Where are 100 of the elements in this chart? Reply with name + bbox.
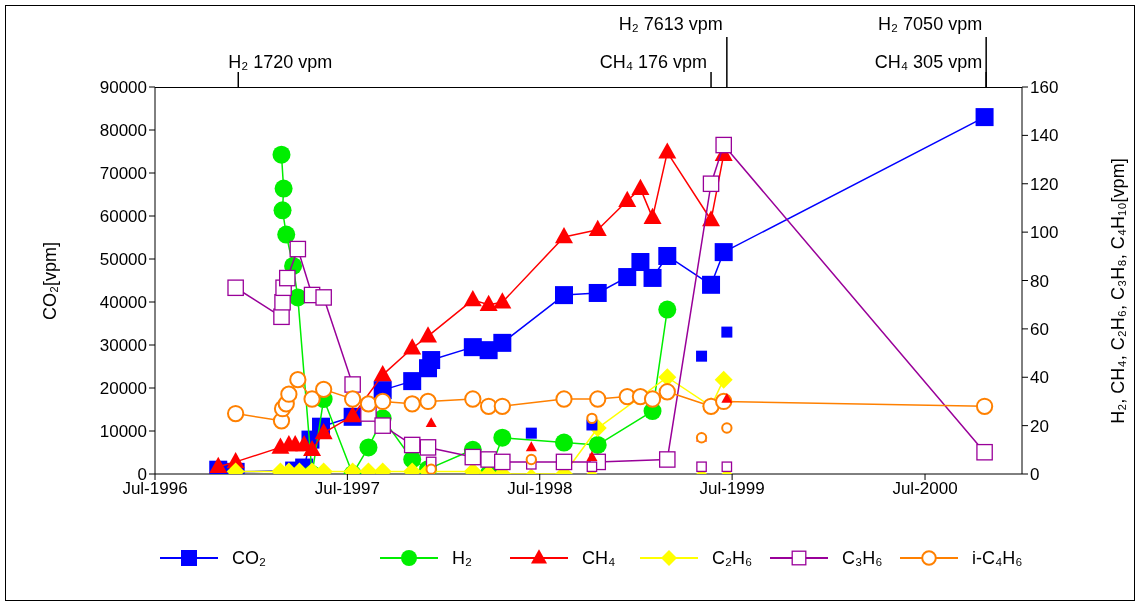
- point: [343, 390, 362, 408]
- point: [658, 300, 677, 319]
- y2-tick-label: 160: [1030, 78, 1059, 98]
- point: [419, 439, 437, 456]
- point: [555, 390, 573, 408]
- point: [403, 395, 421, 413]
- point: [702, 210, 721, 227]
- legend-label: C₂H₆: [712, 547, 753, 569]
- y2-tick-label: 120: [1030, 174, 1059, 194]
- point: [209, 456, 228, 474]
- y-tick-label: 20000: [99, 379, 147, 399]
- point: [525, 453, 537, 466]
- y-axis-title: CO₂[vpm]: [39, 241, 61, 320]
- point: [494, 453, 511, 471]
- point: [643, 390, 662, 408]
- point: [303, 439, 322, 457]
- point: [493, 292, 512, 309]
- point: [721, 326, 733, 338]
- y2-tick-label: 80: [1030, 271, 1049, 291]
- ref-line-label: H₂ 1720 vpm: [228, 52, 333, 72]
- y2-axis-title: H₂, CH₄, C₂H₆, C₃H₈, C₄H₁₀[vpm]: [1107, 157, 1129, 424]
- x-tick-label: Jul-1999: [699, 479, 765, 499]
- legend-label: C₃H₆: [842, 547, 883, 569]
- legend-label: i-C₄H₆: [972, 547, 1023, 569]
- y-tick-label: 80000: [99, 121, 147, 141]
- point: [359, 395, 378, 413]
- point: [696, 461, 707, 473]
- x-tick-label: Jul-1998: [507, 479, 573, 499]
- point: [425, 417, 437, 428]
- y2-tick-label: 20: [1030, 416, 1049, 436]
- point: [280, 385, 298, 403]
- point: [554, 227, 573, 244]
- point: [589, 390, 607, 408]
- point: [714, 370, 733, 389]
- point: [479, 294, 498, 311]
- point: [419, 392, 437, 411]
- point: [303, 390, 321, 408]
- point: [314, 422, 333, 440]
- point: [715, 136, 732, 154]
- point: [658, 142, 677, 159]
- point: [555, 453, 573, 471]
- legend-label: CO₂: [232, 547, 266, 569]
- point: [493, 397, 511, 415]
- point: [554, 286, 573, 305]
- point: [721, 461, 733, 473]
- point: [525, 441, 537, 452]
- point: [226, 404, 245, 423]
- point: [631, 253, 650, 272]
- point: [463, 338, 482, 357]
- point: [696, 350, 708, 362]
- point: [373, 364, 392, 382]
- point: [658, 246, 677, 265]
- point: [464, 390, 482, 408]
- point: [422, 351, 441, 370]
- point: [643, 207, 662, 224]
- point: [272, 145, 291, 164]
- point: [227, 279, 244, 297]
- point: [463, 289, 482, 307]
- y-tick-label: 60000: [99, 207, 147, 227]
- point: [643, 268, 662, 287]
- point: [273, 201, 292, 220]
- point: [588, 435, 607, 454]
- point: [493, 428, 512, 447]
- point: [403, 338, 422, 355]
- point: [359, 438, 378, 457]
- ref-line-label: CH₄ 176 vpm: [599, 52, 708, 72]
- point: [315, 380, 333, 398]
- point: [975, 397, 994, 415]
- point: [658, 451, 676, 468]
- y2-tick-label: 60: [1030, 319, 1049, 339]
- y-tick-label: 10000: [99, 422, 147, 442]
- legend-label: H₂: [452, 547, 472, 569]
- point: [419, 326, 438, 343]
- point: [315, 289, 332, 306]
- point: [277, 225, 296, 244]
- point: [586, 412, 598, 425]
- point: [554, 433, 573, 452]
- point: [289, 371, 307, 389]
- point: [289, 240, 307, 258]
- legend-label: CH₄: [582, 547, 616, 569]
- point: [403, 372, 422, 391]
- point: [618, 268, 637, 287]
- y-tick-label: 70000: [99, 164, 147, 184]
- point: [403, 436, 421, 454]
- y-tick-label: 40000: [99, 293, 147, 313]
- x-tick-label: Jul-1997: [314, 479, 380, 499]
- point: [278, 269, 296, 287]
- point: [721, 422, 733, 434]
- point: [374, 392, 392, 411]
- ref-line-label: H₂ 7050 vpm: [878, 14, 983, 34]
- point: [588, 283, 607, 302]
- y2-tick-label: 140: [1030, 126, 1059, 146]
- point: [525, 427, 537, 439]
- x-tick-label: Jul-1996: [122, 479, 188, 499]
- point: [658, 383, 676, 401]
- point: [479, 397, 498, 415]
- point: [274, 179, 293, 198]
- point: [618, 190, 637, 207]
- y-tick-label: 30000: [99, 336, 147, 356]
- point: [975, 108, 994, 127]
